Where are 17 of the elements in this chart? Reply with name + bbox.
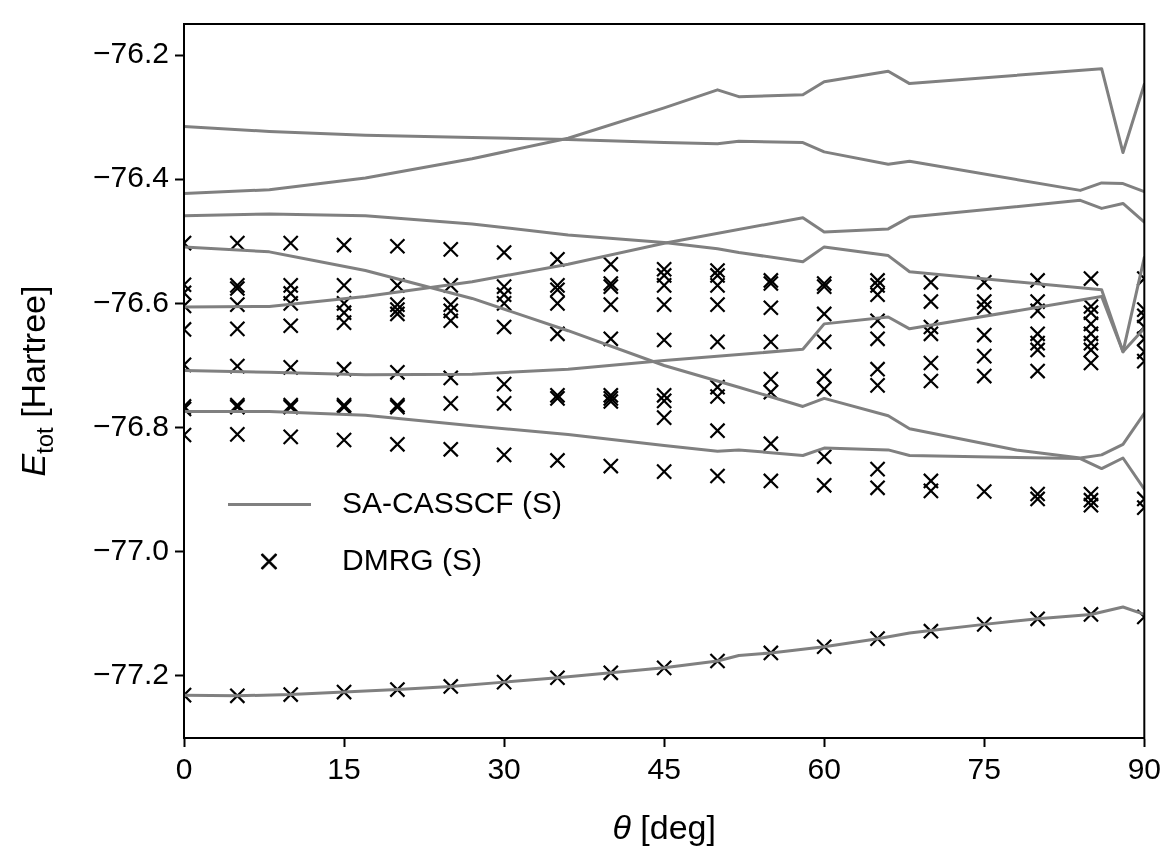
x-tick-label: 30 <box>487 752 521 786</box>
x-tick-label: 0 <box>175 752 193 786</box>
y-tick-label: −76.4 <box>93 160 169 194</box>
x-tick-label: 60 <box>807 752 841 786</box>
y-tick-label: −77.0 <box>93 533 169 566</box>
x-tick-label: 90 <box>1127 752 1161 786</box>
x-tick-label: 15 <box>327 752 361 786</box>
x-tick-label: 45 <box>647 752 681 786</box>
x-axis-title: θ [deg] <box>612 808 716 847</box>
y-tick-label: −77.2 <box>93 657 169 691</box>
y-tick-label: −76.2 <box>93 36 169 70</box>
legend-label: SA-CASSCF (S) <box>342 485 563 519</box>
legend-label: DMRG (S) <box>342 542 482 576</box>
y-axis-title: Etot [Hartree] <box>14 285 58 477</box>
y-tick-label: −76.6 <box>93 284 169 318</box>
x-tick-label: 75 <box>967 752 1001 786</box>
y-tick-label: −76.8 <box>93 408 169 442</box>
